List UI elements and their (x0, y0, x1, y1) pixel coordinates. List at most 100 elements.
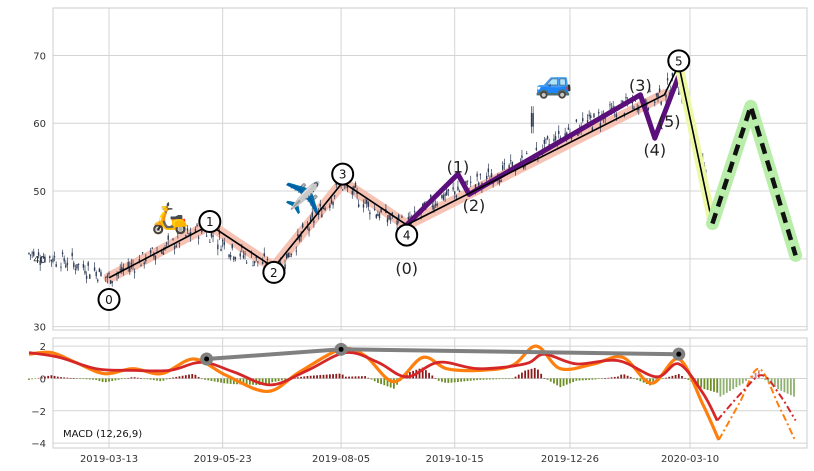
candle-body (570, 137, 573, 139)
histogram-bar (671, 375, 674, 379)
histogram-bar (392, 378, 395, 389)
candle-body (466, 180, 469, 182)
histogram-bar (31, 378, 34, 380)
candle-body (436, 203, 438, 206)
candle-body (401, 216, 403, 218)
histogram-bar (585, 378, 587, 381)
histogram-bar (127, 377, 130, 379)
candle-body (492, 183, 494, 185)
candle-body (375, 214, 377, 219)
wave-markers: 0 1 2 3 4 5 (97, 49, 691, 311)
histogram-bar (143, 378, 146, 380)
histogram-bar (389, 378, 392, 388)
candle-body (33, 251, 35, 256)
candle-body (311, 212, 313, 218)
candle-body (122, 268, 125, 271)
histogram-bar (495, 378, 498, 380)
histogram-bar (460, 378, 463, 382)
candle-body (245, 262, 248, 264)
projection-wave-line (710, 104, 798, 257)
candle-body (183, 229, 185, 231)
price-panel-frame (52, 7, 808, 331)
histogram-bar (152, 378, 155, 381)
histogram-bar (40, 377, 43, 379)
wave-marker-label: 0 (105, 293, 113, 307)
candle-body (106, 275, 109, 278)
histogram-bar (597, 378, 600, 380)
candle-body (441, 194, 443, 199)
histogram-bar (524, 370, 527, 379)
histogram-bar (629, 377, 632, 379)
candle-body (330, 199, 333, 204)
candle-body (431, 205, 434, 207)
candle-body (369, 212, 371, 215)
divergence-peak-inner (676, 351, 682, 357)
histogram-bar (428, 372, 431, 379)
candle-body (442, 195, 445, 200)
candle-body (615, 114, 618, 118)
candle-body (313, 220, 315, 223)
histogram-bar (85, 378, 88, 380)
candle-body (61, 252, 64, 255)
histogram-bar (447, 378, 450, 383)
histogram-bar (216, 378, 219, 383)
histogram-bar (786, 378, 789, 394)
histogram-bar (344, 376, 347, 379)
histogram-bar (482, 378, 485, 380)
histogram-bar (156, 378, 158, 381)
histogram-bar (367, 377, 370, 379)
candle-body (553, 138, 555, 142)
candle-body (564, 133, 566, 137)
divergence-peak-inner (204, 356, 210, 362)
candle-body (558, 131, 560, 134)
histogram-bar (284, 378, 286, 380)
histogram-bar (242, 378, 245, 385)
candle-body (502, 165, 504, 170)
histogram-bar (780, 378, 783, 391)
macd-lines (28, 344, 797, 442)
histogram-bar (511, 378, 514, 380)
wave-marker-circle (97, 287, 121, 311)
candle-body (322, 208, 325, 210)
histogram-bar (588, 378, 591, 380)
histogram-bar (69, 377, 72, 379)
histogram-bar (565, 378, 568, 385)
candle-body (430, 194, 432, 198)
histogram-bar (72, 378, 75, 379)
candle-body (285, 253, 288, 259)
candle-body (205, 235, 208, 237)
candle-body (244, 253, 246, 255)
histogram-bar (133, 377, 136, 379)
histogram-bar (197, 376, 200, 379)
histogram-bar (300, 376, 302, 379)
price-panel-frame (52, 7, 808, 331)
candle-body (172, 238, 174, 240)
macd-annotation: MACD (12,26,9) (63, 429, 142, 440)
histogram-bar (213, 378, 216, 382)
histogram-bar (767, 378, 770, 383)
candle-body (380, 208, 382, 213)
histogram-bar (700, 378, 703, 388)
histogram-bar (665, 377, 667, 379)
candle-body (31, 252, 33, 254)
candle-body (127, 262, 129, 267)
candle-body (116, 274, 118, 276)
histogram-bar (220, 378, 222, 383)
candle-body (42, 256, 45, 258)
candle-body (149, 250, 152, 254)
candle-body (196, 224, 198, 227)
histogram-bar (348, 376, 350, 379)
histogram-bar (306, 375, 309, 379)
candle-body (487, 168, 490, 173)
price-y-tick-label: 60 (33, 119, 46, 130)
histogram-bar (751, 375, 754, 379)
candle-body (77, 263, 80, 265)
histogram-bar (457, 378, 459, 382)
histogram-bar (162, 378, 165, 381)
price-y-ticks: 30 40 50 60 70 (33, 51, 46, 333)
histogram-bar (120, 378, 123, 380)
histogram-bar (92, 378, 94, 380)
candle-body (39, 260, 41, 265)
candle-body (289, 255, 291, 257)
candle-body (175, 245, 177, 247)
